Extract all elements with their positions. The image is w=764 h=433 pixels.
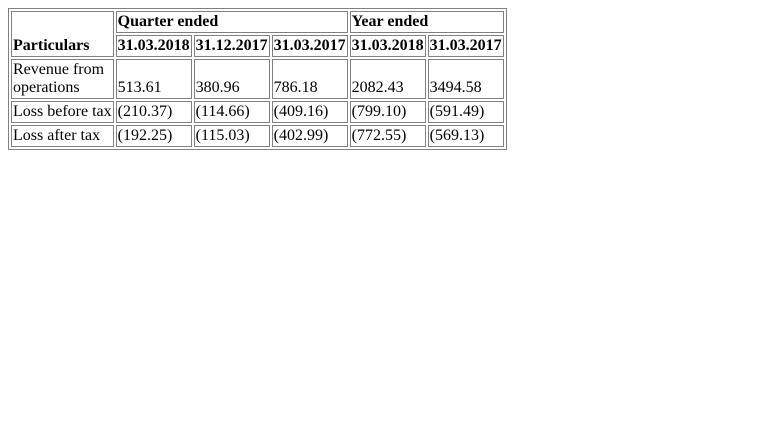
table-cell: (409.16) — [271, 101, 348, 123]
particulars-header: Particulars — [11, 11, 114, 57]
row-label: Revenue from operations — [11, 59, 114, 99]
year-ended-header: Year ended — [349, 11, 504, 33]
table-cell: (772.55) — [349, 125, 426, 147]
table-row: Loss after tax (192.25) (115.03) (402.99… — [11, 125, 504, 147]
quarter-ended-header: Quarter ended — [115, 11, 348, 33]
table-cell: (210.37) — [115, 101, 192, 123]
column-header: 31.03.2018 — [349, 35, 426, 57]
table-row: Loss before tax (210.37) (114.66) (409.1… — [11, 101, 504, 123]
table-cell: (402.99) — [271, 125, 348, 147]
financial-results-table: Particulars Quarter ended Year ended 31.… — [8, 8, 507, 150]
table-cell: 3494.58 — [427, 59, 504, 99]
table-cell: 786.18 — [271, 59, 348, 99]
table-cell: (799.10) — [349, 101, 426, 123]
table-cell: (114.66) — [193, 101, 270, 123]
table-cell: (569.13) — [427, 125, 504, 147]
table-header-row-groups: Particulars Quarter ended Year ended — [11, 11, 504, 57]
table-cell: (192.25) — [115, 125, 192, 147]
row-label: Loss after tax — [11, 125, 114, 147]
table-cell: (115.03) — [193, 125, 270, 147]
column-header: 31.03.2018 — [115, 35, 192, 57]
table-cell: 513.61 — [115, 59, 192, 99]
table-cell: 380.96 — [193, 59, 270, 99]
row-label: Loss before tax — [11, 101, 114, 123]
table-cell: (591.49) — [427, 101, 504, 123]
table-cell: 2082.43 — [349, 59, 426, 99]
column-header: 31.03.2017 — [271, 35, 348, 57]
table-row: Revenue from operations 513.61 380.96 78… — [11, 59, 504, 99]
column-header: 31.12.2017 — [193, 35, 270, 57]
table-header-row-dates: 31.03.2018 31.12.2017 31.03.2017 31.03.2… — [11, 35, 504, 57]
column-header: 31.03.2017 — [427, 35, 504, 57]
